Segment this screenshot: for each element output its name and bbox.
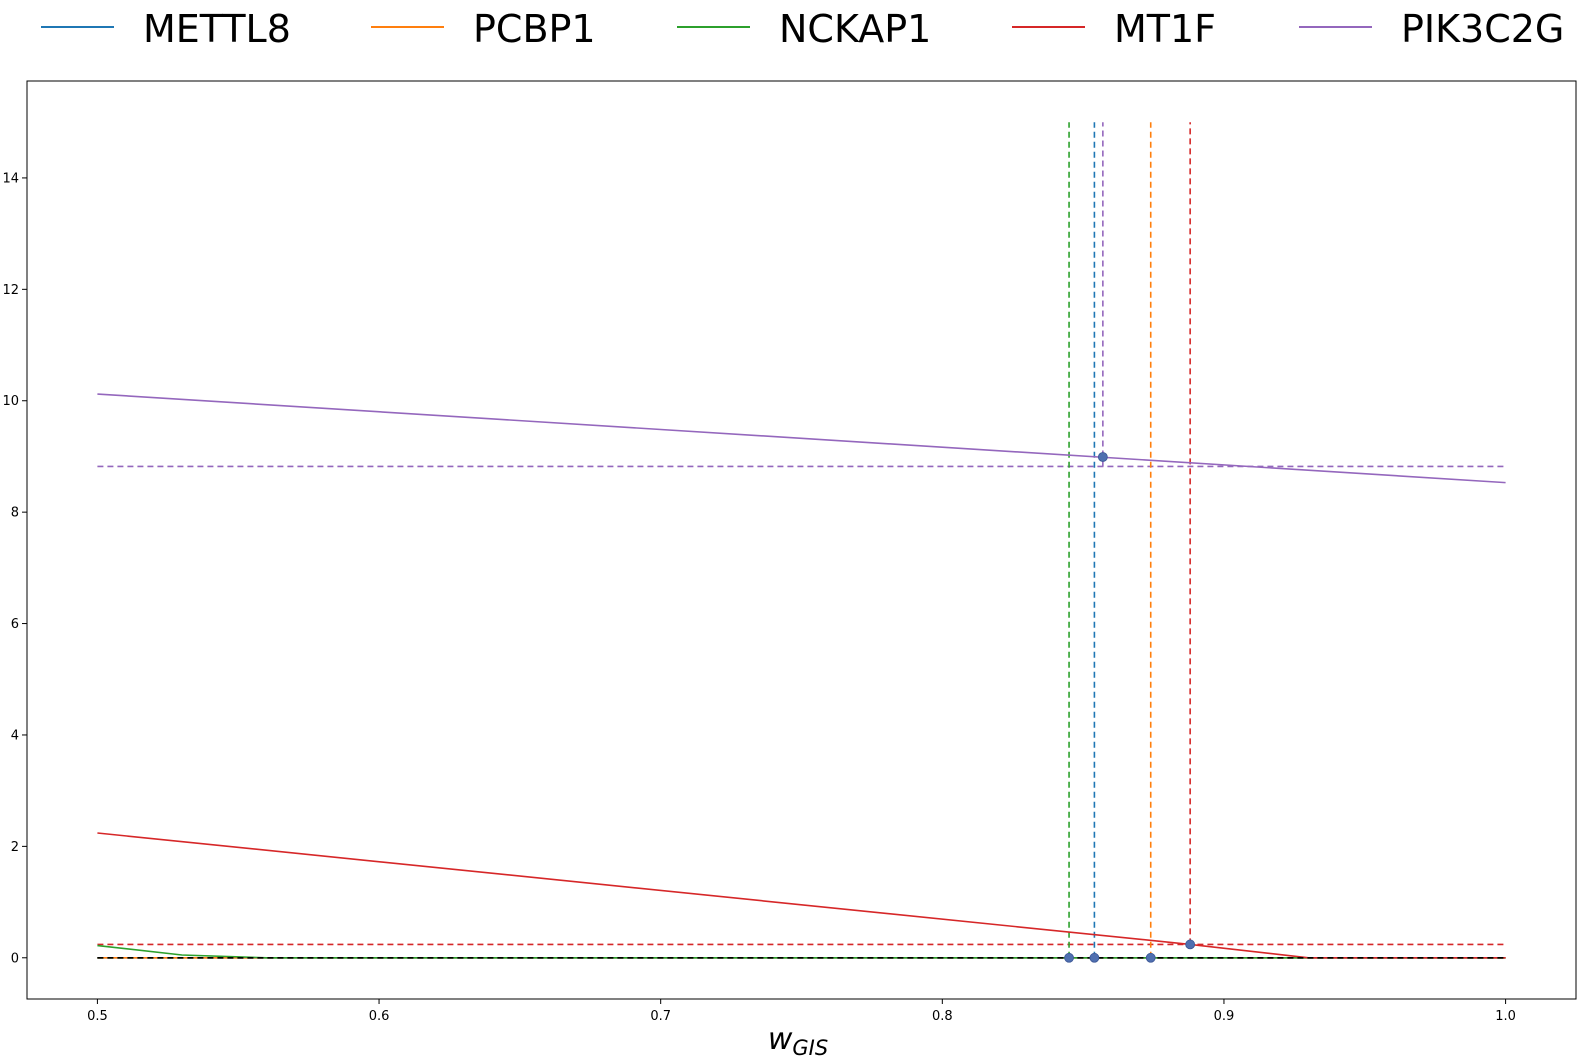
y-tick-label: 0 bbox=[11, 951, 19, 966]
x-tick-label: 0.6 bbox=[369, 1009, 390, 1024]
x-tick-label: 0.5 bbox=[87, 1009, 108, 1024]
pik3c2g-legend-label: PIK3C2G bbox=[1401, 7, 1564, 51]
y-tick-label: 2 bbox=[11, 840, 19, 855]
mettl8-marker bbox=[1089, 952, 1100, 963]
mt1f-legend-label: MT1F bbox=[1114, 7, 1216, 51]
x-axis: 0.5 0.6 0.7 0.8 0.9 1.0 bbox=[87, 999, 1516, 1024]
y-axis: 0 2 4 6 8 10 12 14 bbox=[2, 171, 27, 966]
nckap1-marker bbox=[1064, 952, 1074, 963]
series-layer bbox=[97, 122, 1506, 963]
x-tick-label: 0.8 bbox=[932, 1009, 953, 1024]
mt1f-marker bbox=[1185, 939, 1196, 950]
y-tick-label: 14 bbox=[2, 171, 19, 186]
pik3c2g-marker bbox=[1097, 452, 1108, 462]
x-tick-label: 0.7 bbox=[650, 1009, 671, 1024]
y-tick-label: 12 bbox=[2, 283, 19, 298]
pcbp1-legend-label: PCBP1 bbox=[473, 7, 596, 51]
x-tick-label: 1.0 bbox=[1495, 1009, 1516, 1024]
nckap1-line bbox=[97, 944, 1506, 959]
x-axis-label: wGIS bbox=[768, 1022, 828, 1060]
y-tick-label: 10 bbox=[2, 394, 19, 409]
x-axis-label-sub: GIS bbox=[792, 1036, 828, 1060]
legend: METTL8 PCBP1 NCKAP1 MT1F PIK3C2G bbox=[41, 7, 1564, 51]
mettl8-legend-label: METTL8 bbox=[143, 7, 291, 51]
y-tick-label: 4 bbox=[11, 728, 19, 743]
y-tick-label: 6 bbox=[11, 617, 19, 632]
plot-area bbox=[26, 80, 1577, 1000]
pik3c2g-line bbox=[97, 393, 1506, 484]
pcbp1-marker bbox=[1145, 952, 1156, 963]
nckap1-legend-label: NCKAP1 bbox=[779, 7, 931, 51]
x-axis-label-main: w bbox=[768, 1022, 793, 1057]
x-tick-label: 0.9 bbox=[1214, 1009, 1235, 1024]
y-tick-label: 8 bbox=[11, 506, 19, 521]
mt1f-line bbox=[97, 832, 1506, 959]
